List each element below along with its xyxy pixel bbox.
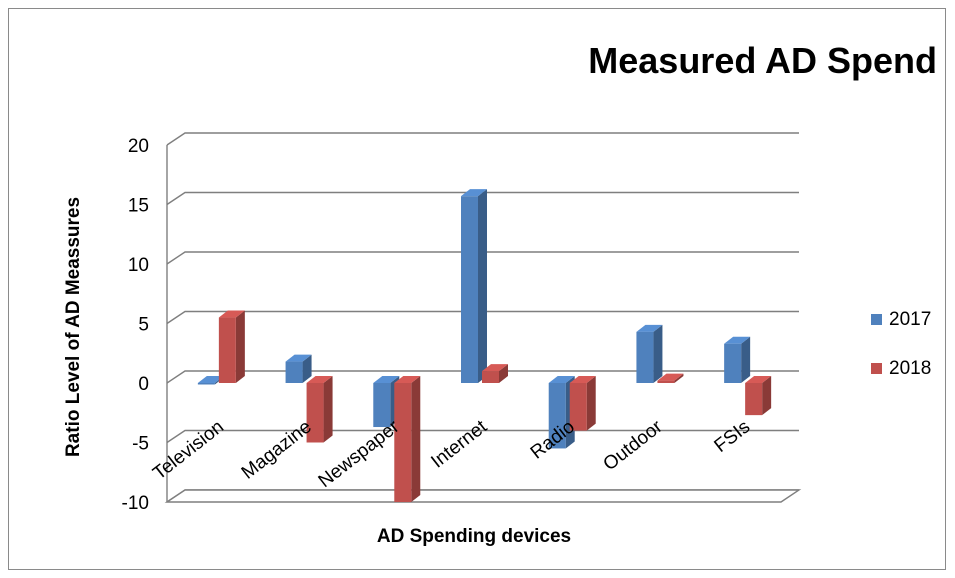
bar-top-face [482, 364, 508, 372]
gridline [166, 370, 799, 384]
y-tick-labels: 20 15 10 5 0 -5 -10 [122, 136, 149, 514]
bar-front-face [461, 196, 478, 383]
bar-top-face [724, 336, 751, 344]
bar-top-face [745, 376, 772, 383]
bar-2018-newspaper [394, 376, 421, 502]
gridline [166, 429, 799, 444]
bar-side-face [741, 336, 751, 383]
gridline [166, 310, 799, 325]
y-tick-label: 5 [138, 315, 149, 336]
x-tick-label: Internet [427, 416, 491, 473]
bar-top-face [548, 376, 575, 383]
bar-top-face [657, 373, 684, 381]
legend: 2017 2018 [871, 309, 931, 379]
x-tick-labels: Television Magazine Newspaper Internet Radio… [149, 416, 754, 492]
y-tick-label: 15 [128, 196, 149, 217]
bar-2017-magazine [285, 354, 312, 383]
bar-front-face [569, 383, 587, 431]
y-axis-label: Ratio Level of AD Meassures [63, 197, 84, 457]
bar-front-face [285, 361, 303, 383]
bar-top-face [306, 376, 333, 383]
bar-2018-television [218, 310, 245, 383]
bar-top-face [394, 376, 421, 383]
bar-side-face [499, 364, 508, 383]
x-tick-label: Magazine [238, 416, 316, 483]
y-tick-label: 10 [128, 255, 149, 276]
bars [197, 189, 772, 502]
bar-top-face [569, 376, 596, 383]
bar-front-face [745, 383, 763, 416]
chart-title: Measured AD Spend [588, 40, 937, 81]
bar-2017-outdoor [636, 324, 663, 383]
bar-side-face [323, 376, 333, 443]
legend-swatch-2018 [871, 363, 882, 374]
gridline [166, 191, 799, 206]
bar-front-face [394, 383, 412, 502]
bar-side-face [302, 354, 312, 383]
bar-2018-internet [482, 364, 508, 383]
legend-label-2018: 2018 [889, 358, 931, 379]
gridlines [164, 132, 802, 503]
legend-label-2017: 2017 [889, 309, 931, 330]
chart-svg: 20 15 10 5 0 -5 -10 Television Magazine Newspape… [63, 40, 937, 547]
chart-frame: 20 15 10 5 0 -5 -10 Television Magazine Newspape… [8, 8, 946, 570]
y-tick-label: 20 [128, 136, 149, 157]
bar-front-face [636, 331, 654, 383]
bar-side-face [478, 189, 487, 383]
bar-front-face [657, 380, 675, 383]
bar-front-face [373, 383, 391, 428]
y-tick-label: -5 [132, 434, 149, 455]
bar-front-face [724, 343, 742, 383]
bar-2018-outdoor [657, 373, 684, 383]
bar-top-face [285, 354, 312, 362]
bar-front-face [482, 371, 499, 383]
x-tick-label: FSIs [711, 416, 755, 457]
bar-2018-radio [569, 376, 596, 431]
bar-2018-magazine [306, 376, 333, 443]
bar-front-face [306, 383, 324, 443]
gridline [166, 251, 799, 265]
bar-top-face [461, 189, 487, 197]
bar-side-face [762, 376, 772, 416]
x-tick-label: Outdoor [599, 416, 667, 475]
legend-swatch-2017 [871, 314, 882, 325]
bar-side-face [653, 324, 663, 383]
bar-side-face [235, 310, 245, 383]
bar-side-face [411, 376, 421, 502]
y-tick-label: 0 [138, 374, 149, 395]
bar-front-face [548, 383, 566, 449]
bar-side-face [586, 376, 596, 431]
bar-top-face [636, 324, 663, 332]
x-axis-label: AD Spending devices [377, 526, 571, 547]
bar-top-face [373, 376, 400, 383]
y-tick-label: -10 [122, 493, 149, 514]
x-tick-label: Television [149, 416, 228, 484]
bar-front-face [218, 317, 236, 383]
bar-top-face [218, 310, 245, 318]
bar-2018-fsis [745, 376, 772, 416]
chart-floor [164, 489, 802, 503]
bar-front-face [197, 383, 215, 385]
bar-2017-fsis [724, 336, 751, 383]
bar-top-face [197, 376, 224, 383]
bar-side-face [674, 373, 684, 383]
gridline [166, 132, 799, 146]
bar-2017-internet [461, 189, 487, 383]
